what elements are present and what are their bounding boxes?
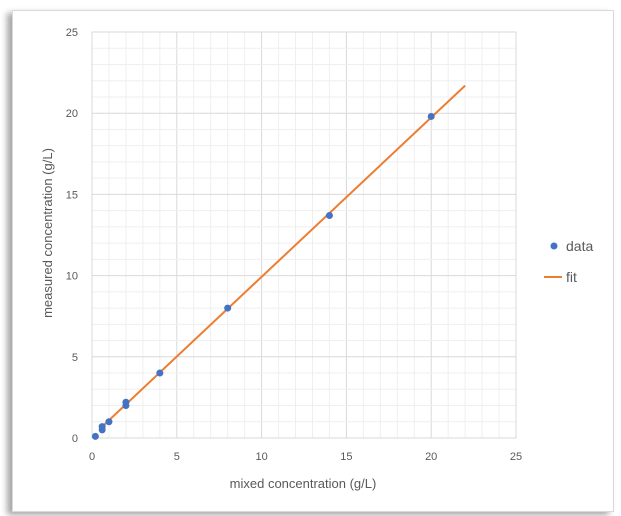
legend-data-marker	[550, 242, 558, 250]
y-tick-label: 5	[72, 352, 78, 364]
x-axis-title: mixed concentration (g/L)	[230, 476, 377, 491]
data-point	[98, 423, 106, 431]
y-tick-label: 0	[72, 433, 78, 445]
y-tick-label: 25	[66, 27, 78, 39]
data-point	[122, 398, 130, 406]
x-tick-label: 25	[510, 451, 522, 463]
data-point	[427, 112, 435, 120]
data-series	[91, 112, 435, 440]
x-tick-label: 0	[89, 451, 95, 463]
legend-data-label: data	[566, 238, 593, 254]
x-tick-label: 20	[425, 451, 437, 463]
data-point	[156, 369, 164, 377]
plot-area	[91, 31, 517, 439]
y-tick-label: 20	[66, 108, 78, 120]
y-tick-label: 10	[66, 271, 78, 283]
y-tick-labels: 0 5 10 15 20 25	[66, 27, 78, 445]
chart-frame	[12, 10, 614, 512]
data-point	[325, 212, 333, 220]
fit-series	[99, 84, 466, 429]
data-point	[224, 304, 232, 312]
data-point	[91, 432, 99, 440]
fit-line	[99, 84, 466, 429]
x-tick-label: 10	[255, 451, 267, 463]
x-tick-label: 5	[174, 451, 180, 463]
x-tick-label: 15	[340, 451, 352, 463]
y-axis-title: measured concentration (g/L)	[40, 148, 55, 318]
y-tick-label: 15	[66, 189, 78, 201]
legend: data fit	[544, 238, 593, 285]
x-tick-labels: 0 5 10 15 20 25	[89, 451, 522, 463]
legend-fit-label: fit	[566, 269, 577, 285]
data-point	[105, 418, 113, 426]
plot-border	[91, 31, 517, 439]
